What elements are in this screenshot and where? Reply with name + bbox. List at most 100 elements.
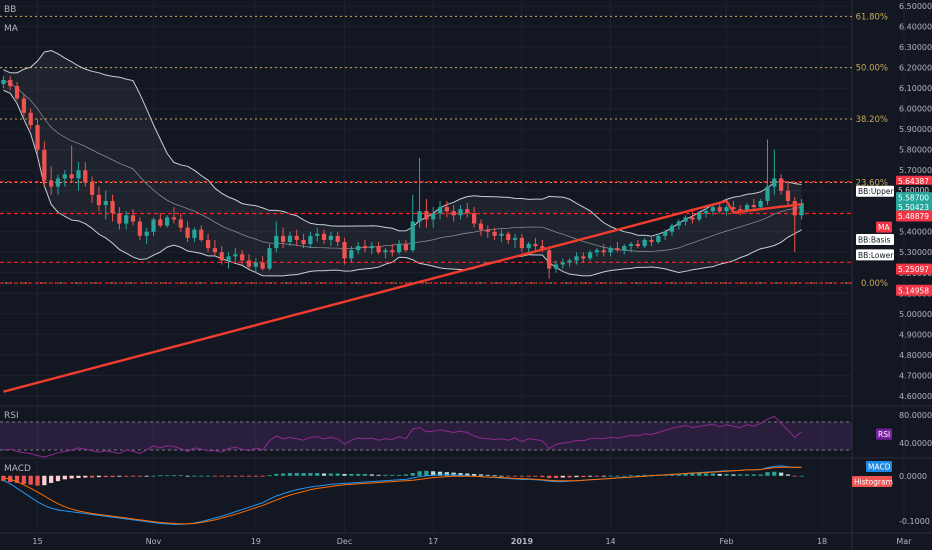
candle-body[interactable] <box>581 256 586 259</box>
candle-body[interactable] <box>772 178 777 187</box>
candle-body[interactable] <box>321 233 327 240</box>
macd-histogram-bar[interactable] <box>178 475 183 477</box>
candle-body[interactable] <box>417 211 422 222</box>
macd-histogram-bar[interactable] <box>410 473 415 476</box>
macd-histogram-bar[interactable] <box>512 475 518 477</box>
candle-body[interactable] <box>260 262 265 269</box>
candle-body[interactable] <box>178 219 183 228</box>
candle-body[interactable] <box>233 254 238 257</box>
candle-body[interactable] <box>69 174 74 179</box>
candle-body[interactable] <box>151 219 156 232</box>
candle-body[interactable] <box>663 231 668 236</box>
macd-histogram-bar[interactable] <box>601 475 606 477</box>
macd-histogram-bar[interactable] <box>349 473 354 476</box>
macd-histogram-bar[interactable] <box>553 475 559 478</box>
macd-histogram-bar[interactable] <box>451 472 456 476</box>
macd-histogram-bar[interactable] <box>321 473 327 476</box>
candle-body[interactable] <box>553 264 559 269</box>
macd-histogram-bar[interactable] <box>581 475 586 478</box>
macd-histogram-bar[interactable] <box>792 475 797 477</box>
macd-histogram-bar[interactable] <box>710 473 716 476</box>
macd-histogram-bar[interactable] <box>96 475 102 478</box>
macd-histogram-bar[interactable] <box>478 474 484 476</box>
macd-histogram-bar[interactable] <box>14 475 20 483</box>
candle-body[interactable] <box>690 217 695 220</box>
candle-body[interactable] <box>14 86 20 99</box>
candle-body[interactable] <box>28 112 33 126</box>
macd-histogram-bar[interactable] <box>260 475 265 477</box>
candle-body[interactable] <box>158 219 163 226</box>
macd-histogram-bar[interactable] <box>287 473 293 476</box>
macd-histogram-bar[interactable] <box>424 470 429 476</box>
macd-histogram-bar[interactable] <box>642 474 647 476</box>
macd-histogram-bar[interactable] <box>444 472 449 476</box>
rsi-line[interactable] <box>3 415 802 458</box>
candle-body[interactable] <box>526 244 531 249</box>
candle-body[interactable] <box>669 225 675 232</box>
macd-histogram-bar[interactable] <box>751 474 756 476</box>
candle-body[interactable] <box>110 200 115 214</box>
macd-histogram-bar[interactable] <box>130 475 136 477</box>
candle-body[interactable] <box>744 205 750 212</box>
macd-histogram-bar[interactable] <box>587 475 593 477</box>
candle-body[interactable] <box>369 246 374 249</box>
macd-histogram-bar[interactable] <box>744 474 750 476</box>
candle-body[interactable] <box>35 125 40 150</box>
macd-histogram-bar[interactable] <box>765 472 770 476</box>
macd-histogram-bar[interactable] <box>212 475 218 477</box>
macd-histogram-bar[interactable] <box>519 475 525 477</box>
macd-histogram-bar[interactable] <box>83 475 88 478</box>
candle-body[interactable] <box>697 213 702 220</box>
candle-body[interactable] <box>717 207 722 212</box>
macd-histogram-bar[interactable] <box>342 473 347 476</box>
macd-histogram-bar[interactable] <box>280 473 286 476</box>
candle-body[interactable] <box>444 207 449 212</box>
macd-histogram-bar[interactable] <box>499 475 504 477</box>
candle-body[interactable] <box>410 221 415 251</box>
macd-histogram-bar[interactable] <box>458 473 463 476</box>
macd-histogram-bar[interactable] <box>137 475 142 477</box>
macd-histogram-bar[interactable] <box>301 473 306 476</box>
candle-body[interactable] <box>622 246 627 251</box>
candle-body[interactable] <box>724 207 729 212</box>
candle-body[interactable] <box>547 250 552 269</box>
candle-body[interactable] <box>533 244 538 247</box>
macd-histogram-bar[interactable] <box>35 475 40 486</box>
macd-histogram-bar[interactable] <box>465 473 470 476</box>
candle-body[interactable] <box>83 170 88 183</box>
macd-histogram-bar[interactable] <box>533 475 538 477</box>
candle-body[interactable] <box>192 229 197 238</box>
rsi-indicator-label[interactable]: RSI <box>4 411 19 421</box>
macd-histogram-bar[interactable] <box>417 471 422 476</box>
macd-histogram-bar[interactable] <box>185 475 190 477</box>
candle-body[interactable] <box>117 213 122 224</box>
candle-body[interactable] <box>458 209 463 216</box>
candle-body[interactable] <box>390 250 395 253</box>
macd-histogram-bar[interactable] <box>356 473 361 476</box>
candle-body[interactable] <box>656 235 661 242</box>
ma-indicator-label[interactable]: MA <box>4 24 18 34</box>
candle-body[interactable] <box>437 207 443 214</box>
candle-body[interactable] <box>540 246 545 251</box>
macd-histogram-bar[interactable] <box>110 475 115 478</box>
candle-body[interactable] <box>212 248 218 253</box>
macd-histogram-bar[interactable] <box>69 475 74 479</box>
candle-body[interactable] <box>89 182 95 195</box>
bb-indicator-label[interactable]: BB <box>4 5 17 15</box>
macd-histogram-bar[interactable] <box>335 473 340 476</box>
candle-body[interactable] <box>1 79 6 85</box>
macd-histogram-bar[interactable] <box>294 473 299 476</box>
macd-histogram-bar[interactable] <box>506 475 511 477</box>
candle-body[interactable] <box>246 260 252 267</box>
candle-body[interactable] <box>130 215 136 222</box>
candle-body[interactable] <box>301 239 306 245</box>
macd-histogram-bar[interactable] <box>772 471 777 476</box>
candle-body[interactable] <box>185 227 190 238</box>
candle-body[interactable] <box>703 211 709 214</box>
macd-histogram-bar[interactable] <box>567 475 572 478</box>
candle-body[interactable] <box>21 98 26 113</box>
candle-body[interactable] <box>506 233 511 240</box>
macd-pane[interactable] <box>1 465 804 525</box>
candle-body[interactable] <box>587 252 593 259</box>
